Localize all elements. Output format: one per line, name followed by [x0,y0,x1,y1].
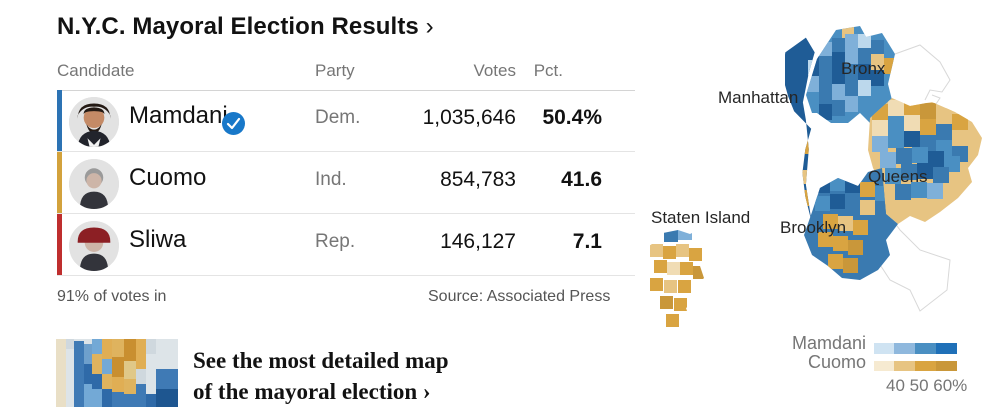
svg-text:Manhattan: Manhattan [718,88,798,107]
svg-text:Staten Island: Staten Island [651,208,750,227]
svg-text:Queens: Queens [868,167,928,186]
svg-text:Bronx: Bronx [841,59,886,78]
svg-text:Brooklyn: Brooklyn [780,218,846,237]
